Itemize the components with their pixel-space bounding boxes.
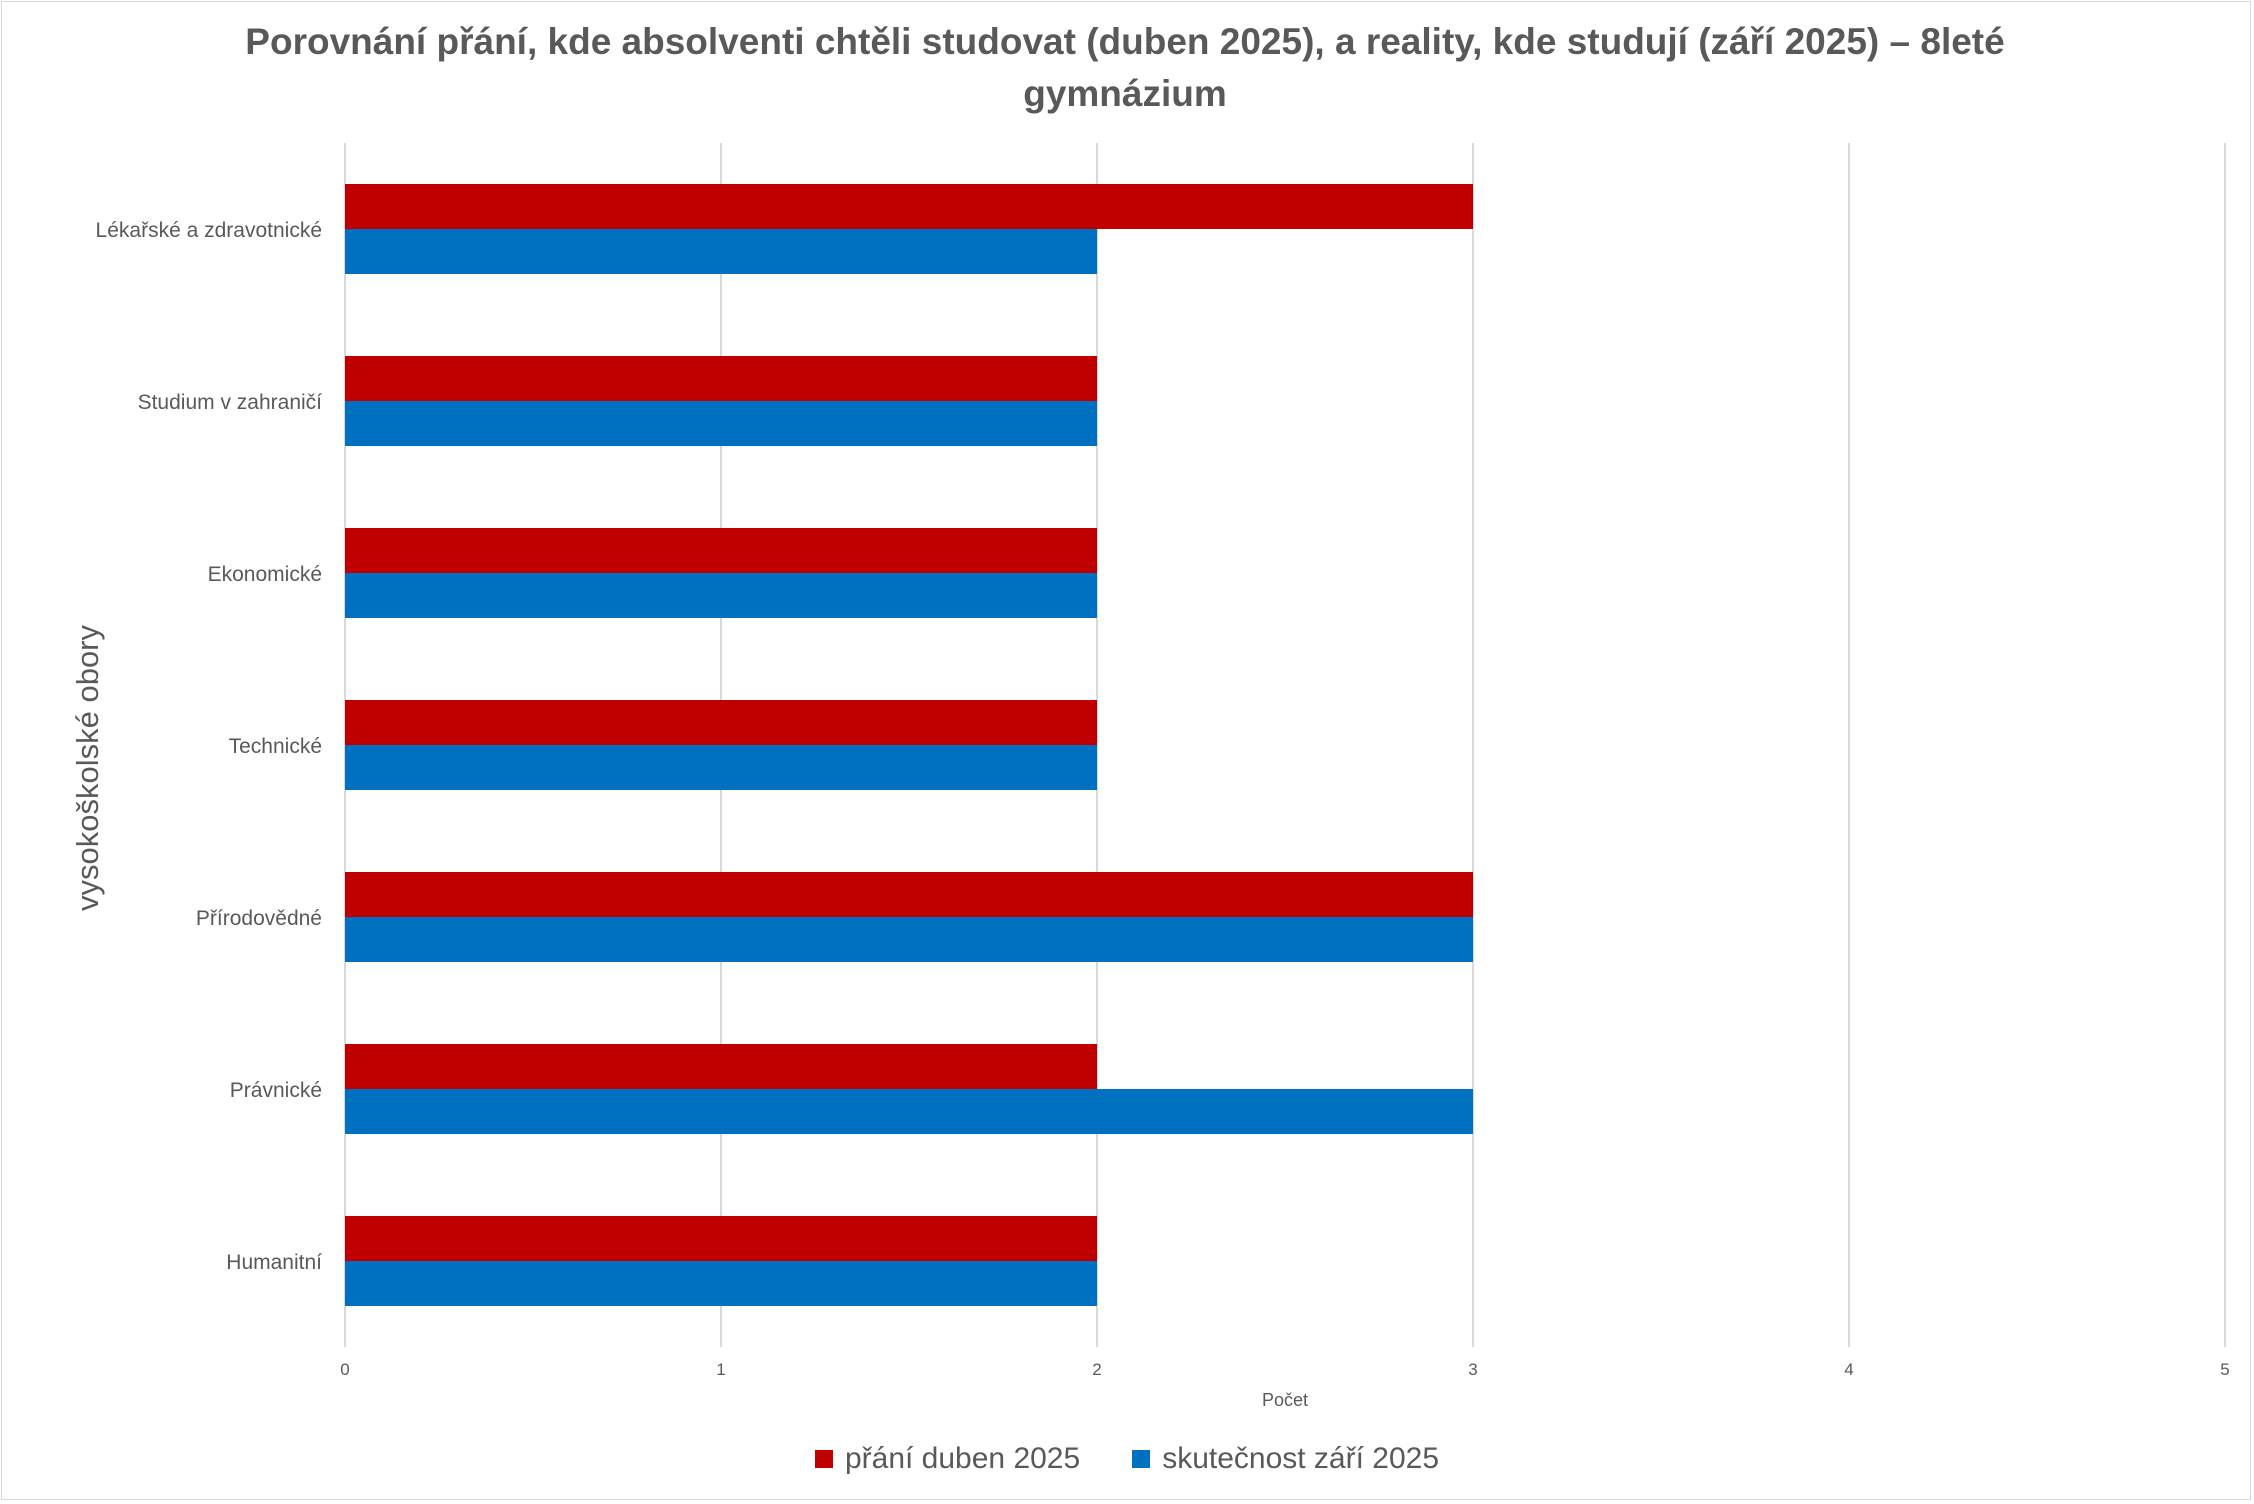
category-label: Právnické <box>230 1079 322 1102</box>
bars <box>345 184 1473 1306</box>
bar-wish-1 <box>345 356 1097 401</box>
category-label: Přírodovědné <box>196 907 322 930</box>
x-axis-title: Počet <box>1262 1390 1308 1410</box>
x-tick-label: 5 <box>2220 1360 2229 1379</box>
legend-swatch-reality <box>1132 1450 1151 1468</box>
chart-title: Porovnání přání, kde absolventi chtěli s… <box>245 21 2005 114</box>
category-label: Humanitní <box>226 1251 322 1274</box>
category-label: Lékařské a zdravotnické <box>96 219 322 242</box>
y-axis-title: vysokoškolské obory <box>70 624 105 911</box>
bar-reality-5 <box>345 1089 1473 1134</box>
bar-reality-1 <box>345 401 1097 446</box>
bar-reality-6 <box>345 1261 1097 1306</box>
x-tick-label: 2 <box>1092 1360 1101 1379</box>
legend-label-reality: skutečnost září 2025 <box>1162 1442 1440 1475</box>
x-tick-label: 4 <box>1844 1360 1853 1379</box>
bar-reality-3 <box>345 745 1097 790</box>
x-tick-label: 0 <box>340 1360 349 1379</box>
legend-item-wish: přání duben 2025 <box>814 1442 1081 1476</box>
legend-item-reality: skutečnost září 2025 <box>1132 1442 1439 1476</box>
bar-wish-5 <box>345 1044 1097 1089</box>
legend: přání duben 2025 skutečnost září 2025 <box>0 1442 2254 1476</box>
bar-reality-2 <box>345 573 1097 618</box>
bar-wish-0 <box>345 184 1473 229</box>
category-label: Studium v zahraničí <box>138 391 323 414</box>
bar-reality-4 <box>345 917 1473 962</box>
legend-swatch-wish <box>814 1450 833 1468</box>
legend-label-wish: přání duben 2025 <box>844 1442 1081 1475</box>
category-label: Ekonomické <box>208 563 322 586</box>
axis-labels: 0 1 2 3 4 5 Lékařské a zdravotnické Studium v z… <box>70 219 2230 1410</box>
x-tick-label: 1 <box>716 1360 725 1379</box>
bar-wish-6 <box>345 1216 1097 1261</box>
x-tick-label: 3 <box>1468 1360 1477 1379</box>
bar-wish-2 <box>345 528 1097 573</box>
bar-wish-3 <box>345 700 1097 745</box>
bar-reality-0 <box>345 229 1097 274</box>
bar-wish-4 <box>345 872 1473 917</box>
category-label: Technické <box>229 735 322 758</box>
